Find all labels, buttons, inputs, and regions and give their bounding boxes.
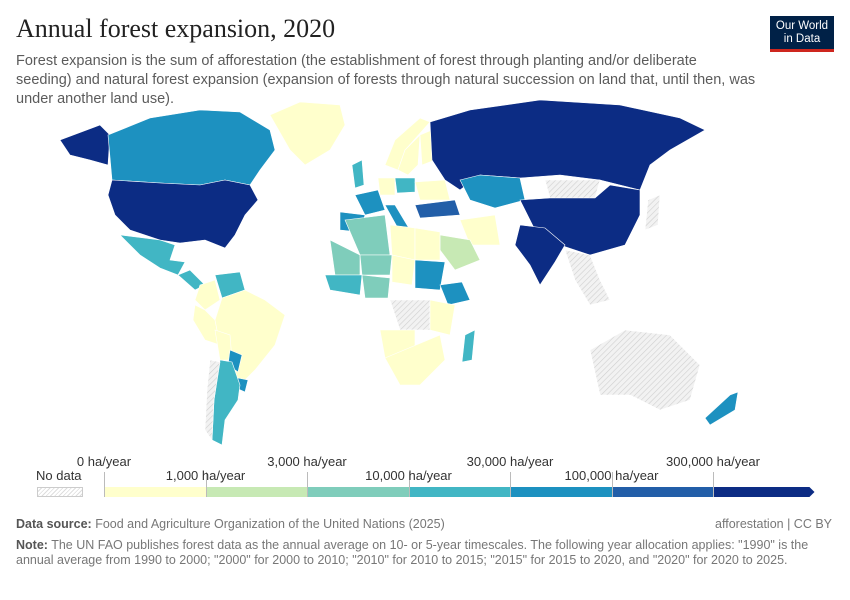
legend-tick [205,472,207,497]
country-ukraine[interactable] [414,179,451,201]
country-france[interactable] [354,189,386,216]
country-kazakhstan[interactable] [459,174,526,209]
country-egypt[interactable] [414,227,441,261]
country-greenland[interactable] [269,101,346,166]
country-niger[interactable] [359,254,393,276]
legend-tick-label: 300,000 ha/year [666,454,760,469]
country-india[interactable] [514,224,566,286]
legend-tick-label: 3,000 ha/year [267,454,347,469]
country-australia[interactable] [589,329,701,411]
color-legend: No data 0 ha/year 1,000 ha/year 3,000 ha/y… [0,450,850,500]
note-text: The UN FAO publishes forest data as the … [16,538,809,567]
country-sweden[interactable] [397,134,421,176]
source-text: Food and Agriculture Organization of the… [95,517,445,531]
country-alaska[interactable] [59,124,111,166]
legend-swatch[interactable] [205,487,307,497]
country-new-zealand[interactable] [704,391,739,426]
world-map [59,100,739,446]
country-germany[interactable] [377,177,396,196]
legend-swatch[interactable] [611,487,713,497]
legend-tick-label: 0 ha/year [76,454,132,469]
legend-no-data-label: No data [36,468,82,483]
country-russia[interactable] [429,100,706,191]
country-chile[interactable] [204,359,221,441]
country-colombia[interactable] [194,279,221,311]
country-sudan[interactable] [414,259,446,291]
legend-swatch[interactable] [713,487,815,497]
country-united-kingdom[interactable] [351,159,365,189]
country-west-africa[interactable] [324,274,363,296]
country-dr-congo[interactable] [389,299,431,331]
country-algeria[interactable] [344,214,391,256]
country-libya[interactable] [389,224,416,261]
country-turkey[interactable] [414,199,461,219]
country-southern-africa[interactable] [384,334,446,386]
country-iran[interactable] [459,214,501,246]
country-canada[interactable] [107,109,276,186]
legend-tick [104,472,105,497]
legend-swatch[interactable] [104,487,206,497]
note-label: Note: [16,538,48,552]
legend-no-data-swatch [37,487,83,497]
legend-tick [307,472,308,497]
legend-swatch[interactable] [510,487,612,497]
legend-tick-label: 100,000 ha/year [564,468,659,483]
data-source: Data source: Food and Agriculture Organi… [16,517,445,531]
country-poland[interactable] [394,177,416,194]
legend-tick [713,472,714,497]
legend-tick-label: 10,000 ha/year [365,468,452,483]
legend-tick [408,472,410,497]
country-tanzania[interactable] [429,299,456,336]
country-mongolia[interactable] [544,179,601,199]
country-southeast-asia[interactable] [564,249,611,306]
legend-tick [510,472,511,497]
legend-swatch[interactable] [307,487,409,497]
country-ethiopia[interactable] [439,281,471,306]
country-nigeria[interactable] [361,274,391,299]
page-title: Annual forest expansion, 2020 [16,14,336,43]
country-mexico[interactable] [119,234,186,276]
subtitle: Forest expansion is the sum of afforesta… [16,53,756,107]
note: Note: The UN FAO publishes forest data a… [16,538,826,568]
country-madagascar[interactable] [461,329,476,363]
country-united-states[interactable] [107,179,259,249]
slug-license[interactable]: afforestation | CC BY [715,517,832,531]
country-chad[interactable] [391,254,416,286]
country-japan[interactable] [644,194,661,231]
legend-tick-label: 30,000 ha/year [466,454,554,469]
owid-logo[interactable]: Our World in Data [770,16,834,52]
source-label: Data source: [16,517,92,531]
legend-tick [611,472,613,497]
legend-tick-label: 1,000 ha/year [165,468,246,483]
legend-swatch[interactable] [408,487,510,497]
